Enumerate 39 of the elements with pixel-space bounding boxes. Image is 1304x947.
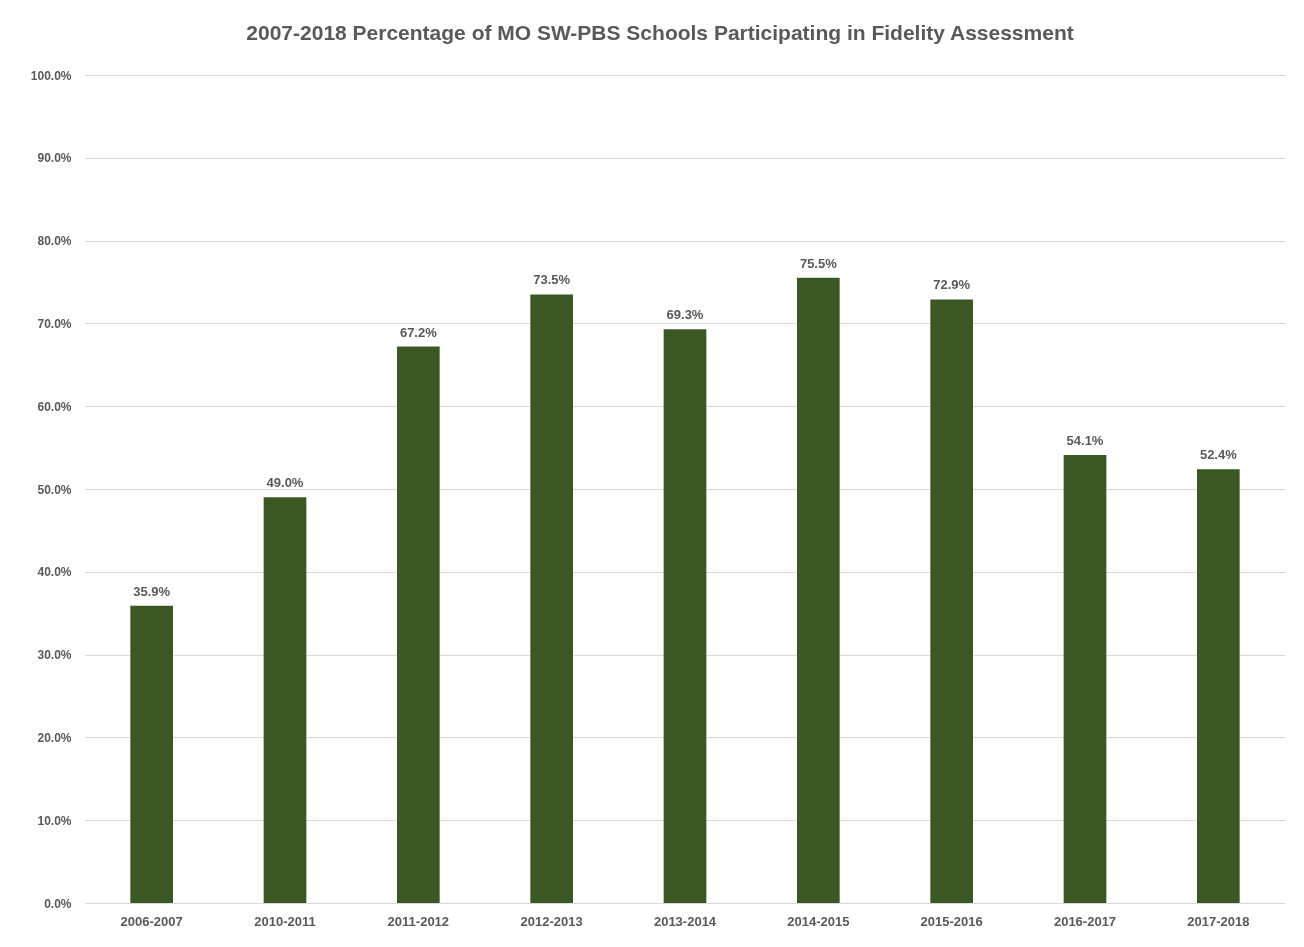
- y-tick-label: 20.0%: [37, 730, 72, 745]
- bar: [1197, 469, 1240, 903]
- x-tick-label: 2014-2015: [787, 913, 850, 929]
- bar: [130, 605, 173, 903]
- y-tick-label: 100.0%: [30, 68, 72, 83]
- bar: [797, 277, 840, 903]
- y-tick-label: 40.0%: [37, 565, 72, 580]
- bar: [263, 497, 307, 903]
- data-label: 35.9%: [133, 583, 171, 599]
- data-label: 73.5%: [533, 272, 571, 288]
- data-label: 49.0%: [266, 475, 304, 491]
- y-tick-label: 30.0%: [37, 648, 72, 663]
- bar: [397, 346, 440, 903]
- bar: [663, 329, 707, 903]
- x-tick-label: 2015-2016: [920, 913, 983, 929]
- bar: [930, 299, 973, 903]
- y-tick-label: 0.0%: [44, 896, 72, 911]
- data-label: 52.4%: [1199, 447, 1238, 463]
- y-tick-label: 70.0%: [37, 316, 72, 331]
- x-tick-label: 2016-2017: [1053, 913, 1117, 929]
- x-tick-label: 2012-2013: [520, 913, 583, 929]
- chart-title: 2007-2018 Percentage of MO SW-PBS Schools Participating in Fidelity Assessment: [246, 21, 1074, 44]
- data-label: 54.1%: [1066, 433, 1104, 449]
- data-label: 75.5%: [799, 255, 838, 271]
- y-tick-label: 60.0%: [37, 399, 72, 414]
- y-tick-label: 90.0%: [37, 151, 72, 166]
- x-tick-label: 2006-2007: [120, 913, 183, 929]
- bar: [530, 294, 573, 903]
- x-tick-label: 2011-2012: [387, 913, 450, 929]
- y-tick-label: 80.0%: [37, 234, 72, 249]
- data-label: 69.3%: [666, 307, 704, 323]
- y-tick-label: 50.0%: [37, 482, 72, 497]
- bar: [1063, 455, 1107, 903]
- x-tick-label: 2013-2014: [653, 913, 717, 929]
- x-tick-label: 2017-2018: [1187, 913, 1250, 929]
- data-label: 72.9%: [933, 277, 971, 293]
- y-tick-label: 10.0%: [37, 813, 72, 828]
- data-label: 67.2%: [399, 324, 438, 340]
- x-tick-label: 2010-2011: [254, 913, 316, 929]
